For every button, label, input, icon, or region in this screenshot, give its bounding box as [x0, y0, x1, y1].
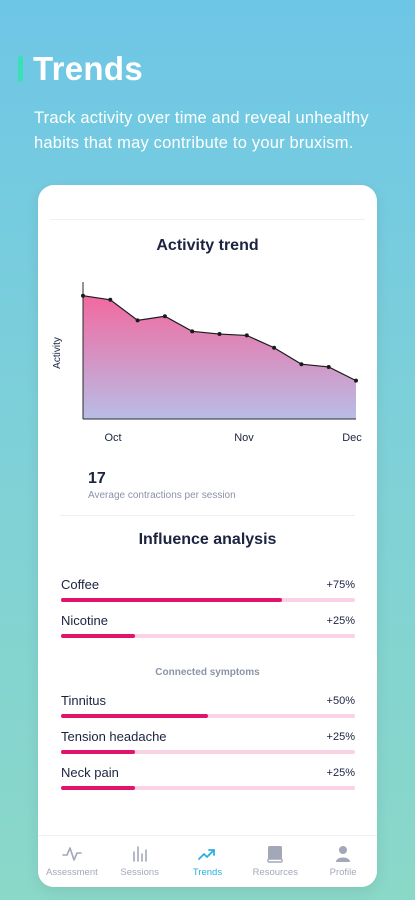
- data-point: [244, 333, 249, 338]
- progress-track: [61, 750, 355, 754]
- data-point: [135, 318, 140, 323]
- data-point: [162, 314, 167, 319]
- data-point: [272, 345, 277, 350]
- person-icon: [336, 846, 351, 862]
- page-subtitle: Track activity over time and reveal unhe…: [34, 109, 369, 152]
- factor-label: Nicotine: [61, 613, 108, 628]
- progress-fill: [61, 598, 282, 602]
- tab-label: Trends: [192, 867, 223, 878]
- trends-card: Activity trend Activity Oct Nov Dec 17 Ave…: [38, 185, 377, 887]
- activity-chart: Activity Oct Nov Dec: [52, 282, 362, 444]
- data-point: [217, 332, 222, 337]
- factor-value: +25%: [326, 614, 355, 627]
- tab-bar: Assessment Sessions Trends Resources: [38, 835, 377, 887]
- activity-area: [83, 295, 356, 419]
- tab-label: Assessment: [46, 867, 98, 878]
- x-tick-label: Dec: [342, 432, 362, 444]
- symptom-label: Neck pain: [61, 765, 119, 780]
- data-point: [108, 297, 113, 302]
- data-point: [190, 329, 195, 334]
- tab-resources[interactable]: Resources: [243, 845, 307, 878]
- progress-track: [61, 786, 355, 790]
- symptom-neck-pain: Neck pain +25%: [61, 765, 355, 790]
- tab-sessions[interactable]: Sessions: [108, 845, 172, 878]
- progress-track: [61, 598, 355, 602]
- page-title: Trends: [33, 50, 144, 87]
- tab-label: Sessions: [120, 867, 159, 878]
- bars-icon: [132, 846, 147, 862]
- tab-assessment[interactable]: Assessment: [40, 845, 104, 878]
- y-axis-label: Activity: [52, 337, 63, 369]
- hero-title-row: Trends: [18, 50, 397, 88]
- symptom-tension-headache: Tension headache +25%: [61, 729, 355, 754]
- progress-fill: [61, 634, 135, 638]
- progress-fill: [61, 750, 135, 754]
- factor-value: +75%: [326, 578, 355, 591]
- symptom-tinnitus: Tinnitus +50%: [61, 693, 355, 718]
- factor-nicotine: Nicotine +25%: [61, 613, 355, 638]
- pulse-icon: [62, 847, 82, 861]
- progress-track: [61, 714, 355, 718]
- influence-title: Influence analysis: [138, 531, 277, 548]
- symptom-label: Tinnitus: [61, 693, 107, 708]
- progress-track: [61, 634, 355, 638]
- hero: Trends Track activity over time and reve…: [18, 50, 397, 156]
- progress-fill: [61, 786, 135, 790]
- tab-profile[interactable]: Profile: [311, 845, 375, 878]
- tab-label: Profile: [329, 867, 357, 878]
- tab-trends[interactable]: Trends: [175, 845, 239, 878]
- trend-up-icon: [198, 849, 216, 860]
- x-tick-label: Oct: [104, 432, 121, 444]
- symptom-value: +25%: [326, 730, 355, 743]
- tab-label: Resources: [252, 867, 298, 878]
- divider: [50, 219, 365, 220]
- factor-coffee: Coffee +75%: [61, 577, 355, 602]
- x-tick-label: Nov: [234, 432, 254, 444]
- data-point: [354, 378, 358, 383]
- factor-label: Coffee: [61, 577, 100, 592]
- stat-label: Average contractions per session: [88, 490, 236, 501]
- data-point: [81, 293, 85, 298]
- accent-bar: [18, 56, 23, 82]
- stat-value: 17: [88, 470, 106, 487]
- data-point: [299, 362, 304, 367]
- book-icon: [267, 846, 283, 863]
- chart-title: Activity trend: [156, 237, 259, 254]
- symptom-label: Tension headache: [61, 729, 167, 744]
- progress-fill: [61, 714, 208, 718]
- symptom-value: +25%: [326, 766, 355, 779]
- symptom-value: +50%: [326, 694, 355, 707]
- symptoms-heading: Connected symptoms: [155, 667, 260, 678]
- divider: [60, 515, 355, 516]
- data-point: [326, 364, 331, 369]
